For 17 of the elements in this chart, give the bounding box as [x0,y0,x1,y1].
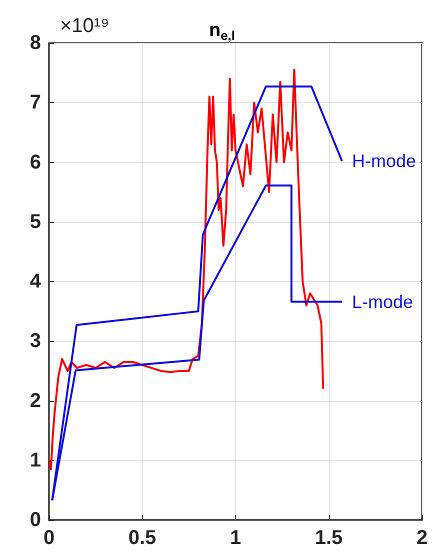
y-tick-label: 1 [30,449,41,472]
y-tick-label: 3 [30,330,41,352]
y-tick-label: 4 [30,270,42,292]
series-label: L-mode [352,292,414,312]
y-tick-label: 0 [30,509,41,531]
x-tick-label: 0 [43,527,55,549]
x-tick-label: 1 [230,527,242,549]
x-tick-label: 2 [416,527,428,549]
x-tick-label: 0.5 [128,527,156,549]
text: ×10¹⁹ [60,15,110,37]
y-tick-label: 8 [30,32,41,54]
series-label: H-mode [352,151,416,172]
y-tick-label: 2 [30,390,41,412]
y-tick-label: 7 [30,92,41,114]
y-tick-label: 6 [30,151,41,174]
x-tick-label: 1.5 [314,527,343,549]
y-tick-label: 5 [30,210,41,233]
